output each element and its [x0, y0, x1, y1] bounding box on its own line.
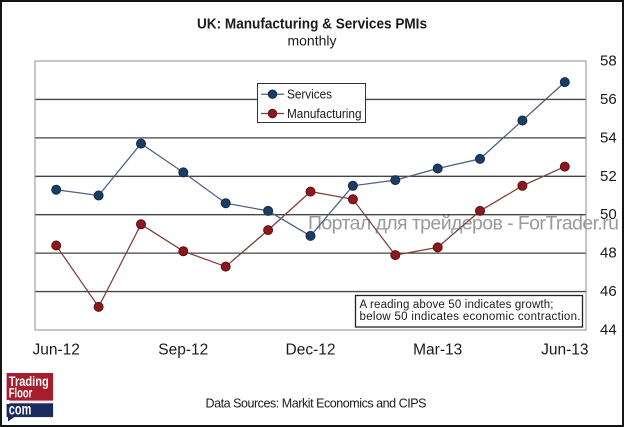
svg-text:46: 46: [600, 283, 617, 300]
svg-text:Floor: Floor: [9, 386, 33, 401]
svg-text:58: 58: [600, 53, 617, 70]
svg-text:Dec-12: Dec-12: [286, 341, 336, 358]
svg-text:Jun-12: Jun-12: [32, 341, 79, 358]
svg-text:com: com: [9, 402, 32, 419]
svg-text:54: 54: [600, 129, 617, 146]
svg-text:A reading above 50 indicates g: A reading above 50 indicates growth;: [360, 299, 554, 311]
svg-text:Data Sources: Markit Economics: Data Sources: Markit Economics and CIPS: [206, 397, 427, 411]
svg-text:monthly: monthly: [287, 33, 336, 49]
svg-text:Портал для трейдеров - ForTrad: Портал для трейдеров - ForTrader.ru: [308, 213, 619, 235]
svg-text:below 50 indicates economic co: below 50 indicates economic contraction.: [360, 311, 581, 323]
svg-text:Mar-13: Mar-13: [413, 341, 462, 358]
svg-text:Sep-12: Sep-12: [158, 341, 208, 358]
svg-text:44: 44: [600, 322, 617, 339]
svg-text:Services: Services: [287, 88, 332, 102]
svg-text:48: 48: [600, 245, 617, 262]
svg-text:UK: Manufacturing & Services P: UK: Manufacturing & Services PMIs: [197, 16, 427, 33]
svg-text:50: 50: [600, 206, 617, 223]
svg-text:Manufacturing: Manufacturing: [287, 107, 362, 121]
svg-text:52: 52: [600, 168, 617, 185]
svg-text:56: 56: [600, 91, 617, 108]
svg-text:Trading: Trading: [9, 374, 49, 389]
svg-text:Jun-13: Jun-13: [541, 341, 588, 358]
